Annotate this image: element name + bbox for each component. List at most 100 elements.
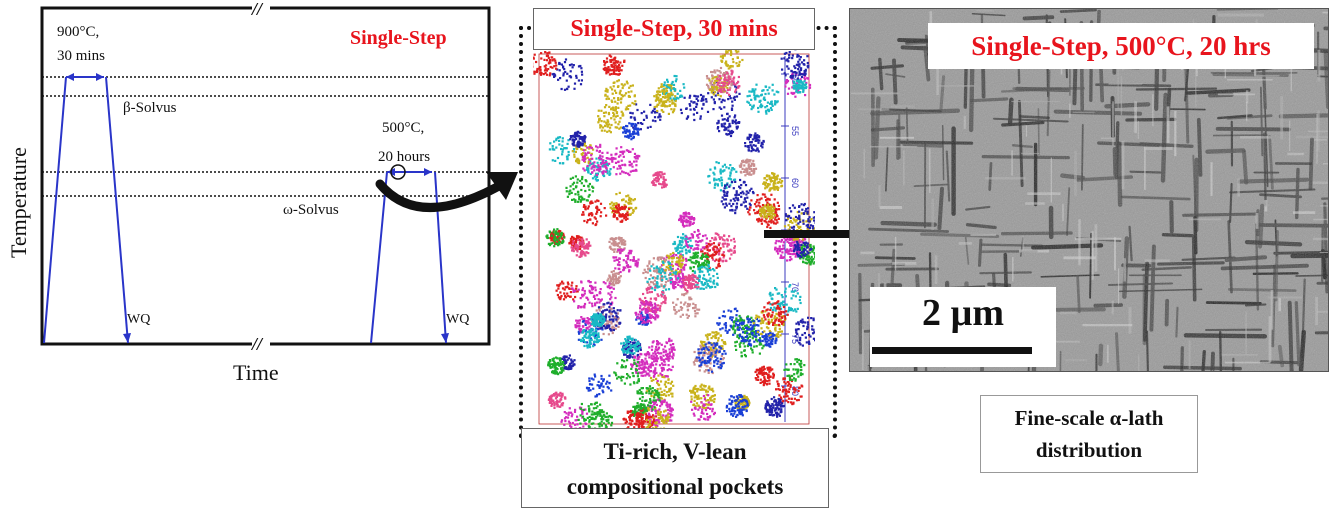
apt-caption: Ti-rich, V-lean compositional pockets [521, 428, 829, 508]
sem-caption-line1: Fine-scale α-lath [1014, 406, 1164, 430]
apt-cluster [650, 171, 668, 189]
apt-cluster [551, 58, 584, 91]
apt-cluster [793, 240, 813, 259]
apt-clusters [533, 50, 815, 430]
apt-cluster [565, 175, 595, 203]
apt-cluster [716, 69, 741, 96]
step2-temp-label: 500°C, [382, 120, 424, 136]
apt-caption-line2: compositional pockets [566, 474, 784, 499]
schematic-frame [40, 6, 491, 346]
apt-cluster [545, 228, 566, 248]
apt-cluster [744, 132, 765, 153]
wq-label-2: WQ [446, 312, 469, 327]
profile-900c [43, 73, 131, 344]
apt-cluster [716, 112, 741, 138]
apt-cluster [634, 300, 660, 324]
step2-time-label: 20 hours [378, 149, 430, 165]
beta-solvus-label: β-Solvus [123, 100, 177, 116]
apt-cluster [690, 394, 716, 421]
curved-arrow-head [486, 172, 518, 200]
apt-cluster [672, 233, 694, 257]
apt-cluster [561, 354, 576, 371]
heat-treatment-schematic: // // Single-Step 900°C, 30 mins β-Solvu… [6, 0, 518, 385]
axis-break-bottom: // [250, 334, 264, 354]
apt-cluster [612, 203, 631, 223]
apt-cluster [641, 407, 671, 430]
apt-cluster [679, 93, 710, 122]
apt-cluster [682, 273, 700, 293]
apt-cluster [533, 51, 558, 77]
omega-solvus-label: ω-Solvus [283, 202, 339, 218]
apt-cluster [622, 409, 644, 430]
apt-reconstruction: 50556065707580z [533, 50, 815, 430]
apt-cluster [761, 331, 778, 348]
apt-cluster [764, 396, 786, 418]
apt-cluster [640, 348, 674, 383]
y-axis-label: Temperature [6, 147, 31, 258]
apt-cluster [579, 328, 601, 349]
scale-bar [872, 347, 1032, 354]
apt-cluster [604, 79, 637, 114]
apt-cluster [602, 54, 626, 76]
apt-cluster [725, 394, 749, 418]
apt-cluster [612, 248, 640, 274]
apt-caption-line1: Ti-rich, V-lean [603, 439, 747, 464]
z-tick-label: 70 [790, 282, 800, 292]
apt-cluster [569, 130, 587, 148]
apt-cluster [606, 270, 622, 287]
apt-cluster [759, 203, 776, 221]
apt-cluster [736, 317, 767, 347]
apt-cluster [762, 172, 784, 192]
apt-cluster [585, 373, 613, 398]
z-tick-label: 75 [790, 334, 800, 344]
apt-cluster [613, 359, 640, 386]
wq-label-1: WQ [127, 312, 150, 327]
apt-cluster [634, 385, 661, 414]
z-tick-label: 50 [790, 74, 800, 84]
apt-cluster [792, 78, 808, 94]
apt-cluster [780, 50, 810, 80]
x-axis-label: Time [233, 360, 279, 385]
apt-cluster [761, 300, 789, 326]
step1-time-label: 30 mins [57, 48, 105, 64]
apt-cluster [548, 136, 576, 165]
apt-cluster [794, 316, 815, 347]
apt-cluster [687, 251, 710, 273]
profile-500c [370, 168, 449, 344]
z-tick-label: 60 [790, 178, 800, 188]
curved-arrow-to-apt [375, 177, 511, 212]
apt-cluster [570, 238, 592, 258]
apt-cluster [547, 391, 567, 409]
apt-cluster [577, 401, 605, 428]
apt-cluster [678, 211, 696, 228]
apt-cluster [720, 178, 755, 215]
apt-cluster [581, 199, 608, 227]
apt-cluster [746, 83, 780, 115]
apt-cluster [672, 291, 701, 319]
apt-cluster [695, 341, 727, 373]
apt-cluster [707, 161, 738, 192]
apt-cluster [653, 89, 677, 115]
hold-marker-circle [390, 164, 406, 180]
sem-micrograph: 2 µm Single-Step, 500°C, 20 hrs [849, 8, 1329, 372]
axis-break-top: // [250, 0, 264, 19]
apt-title: Single-Step, 30 mins [533, 8, 815, 50]
schematic-title: Single-Step [350, 27, 447, 49]
apt-cluster [754, 365, 775, 387]
apt-cluster [684, 229, 708, 251]
apt-cluster [783, 358, 806, 382]
apt-cluster [719, 50, 744, 70]
apt-cluster [609, 146, 641, 177]
apt-cluster [581, 143, 614, 177]
sem-caption-line2: distribution [1035, 438, 1143, 462]
apt-bounding-box [538, 53, 810, 425]
apt-cluster [571, 279, 601, 309]
apt-cluster [692, 263, 719, 290]
apt-cluster [547, 356, 566, 376]
scale-bar-label: 2 µm [921, 292, 1005, 334]
apt-cluster [738, 158, 758, 177]
sem-title: Single-Step, 500°C, 20 hrs [928, 23, 1314, 69]
apt-cluster [590, 313, 606, 327]
sem-caption: Fine-scale α-lath distribution [980, 395, 1198, 473]
apt-cluster [648, 337, 676, 367]
